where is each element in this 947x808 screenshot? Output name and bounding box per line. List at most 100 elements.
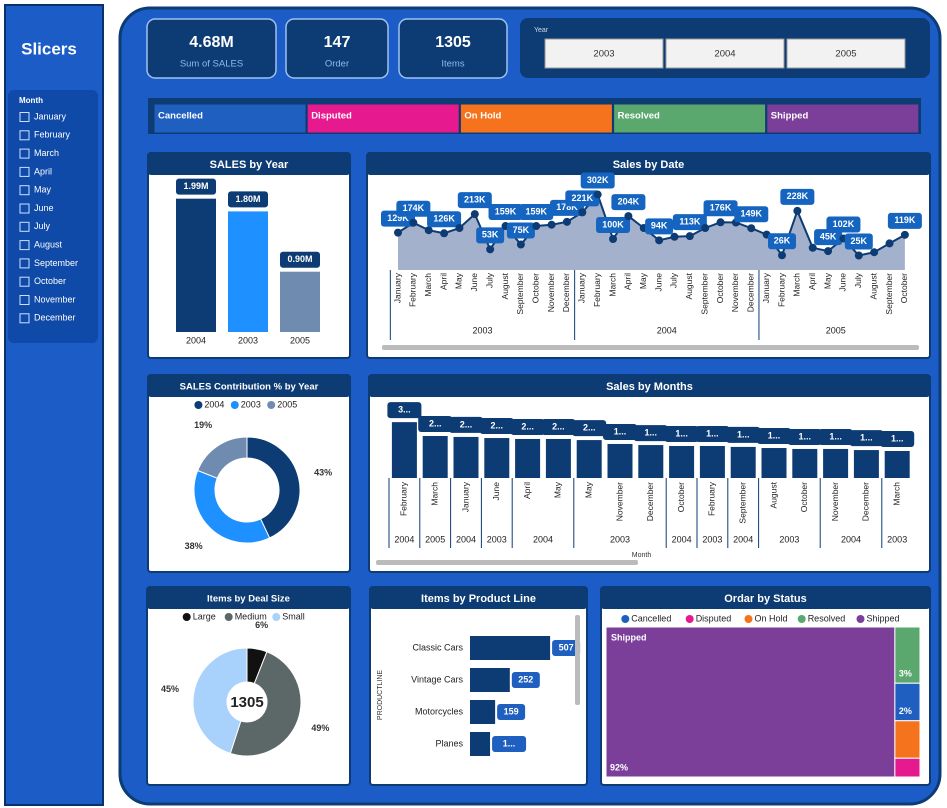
x-tick-label: 2004 (186, 335, 206, 345)
bar (761, 448, 787, 478)
label-bg (844, 233, 873, 250)
point (486, 245, 495, 254)
checkbox[interactable] (19, 240, 30, 251)
month-option[interactable]: November (34, 294, 76, 304)
slice (197, 436, 248, 479)
year-option[interactable]: 2003 (593, 49, 614, 60)
status-button[interactable] (459, 103, 613, 134)
label-bg (611, 194, 646, 211)
x-tick-label: June (653, 273, 663, 292)
kpi-value: 4.68M (189, 34, 233, 51)
checkbox[interactable] (19, 258, 30, 269)
year-option[interactable]: 2004 (714, 49, 735, 60)
bar (792, 448, 818, 478)
tile (894, 720, 921, 759)
month-option[interactable]: October (34, 276, 66, 286)
status-button[interactable] (306, 103, 460, 134)
status-button[interactable] (153, 103, 307, 134)
checkbox[interactable] (19, 221, 30, 232)
status-option[interactable]: Shipped (771, 111, 809, 122)
group-label: 2003 (472, 325, 492, 335)
checkbox[interactable] (19, 130, 30, 141)
point (701, 224, 710, 232)
sidebar-title: Slicers (21, 39, 77, 58)
x-tick-label: June (838, 273, 848, 292)
slice (229, 651, 302, 757)
label-bg (757, 428, 791, 445)
x-tick-label: August (684, 272, 694, 299)
data-label: 100K (602, 219, 624, 229)
status-option[interactable]: Resolved (618, 111, 660, 122)
label-bg (572, 420, 607, 437)
data-label: 1... (891, 433, 904, 443)
group-label: 2004 (456, 534, 476, 544)
status-button[interactable] (766, 103, 920, 134)
month-option[interactable]: September (34, 258, 78, 268)
status-option[interactable]: Disputed (311, 111, 352, 122)
data-label: 221K (572, 193, 594, 203)
month-option[interactable]: March (34, 148, 59, 158)
x-tick-label: January (761, 272, 771, 303)
month-option[interactable]: February (34, 130, 71, 140)
year-button[interactable] (665, 38, 785, 69)
data-label: 252 (518, 674, 533, 684)
bar (515, 438, 541, 478)
status-button[interactable] (613, 103, 767, 134)
year-button[interactable] (786, 38, 906, 69)
x-tick-label: October (899, 273, 909, 303)
data-label: 1... (706, 428, 719, 438)
data-label: 159K (525, 206, 547, 216)
x-tick-label: February (707, 481, 717, 516)
label-bg (387, 402, 422, 419)
label-bg (849, 430, 884, 447)
data-label: 0.90M (287, 254, 312, 264)
chart-title: Ordar by Status (724, 593, 807, 605)
point (455, 224, 464, 232)
data-label: 213K (464, 195, 486, 205)
status-option[interactable]: Cancelled (158, 111, 203, 122)
status-option[interactable]: On Hold (464, 111, 501, 122)
data-label: 126K (433, 214, 455, 224)
month-option[interactable]: May (34, 185, 52, 195)
month-option[interactable]: July (34, 221, 51, 231)
checkbox[interactable] (19, 203, 30, 214)
checkbox[interactable] (19, 295, 30, 305)
bar (470, 668, 510, 692)
month-option[interactable]: January (34, 111, 67, 121)
checkbox[interactable] (19, 313, 30, 324)
point (854, 251, 863, 260)
x-tick-label: May (638, 272, 648, 289)
legend-swatch (194, 401, 203, 409)
label-bg (780, 188, 815, 205)
label-bg (826, 216, 861, 233)
checkbox[interactable] (19, 185, 30, 196)
point (532, 222, 541, 231)
bar (730, 446, 756, 478)
bar (176, 198, 216, 332)
checkbox[interactable] (19, 148, 30, 159)
month-option[interactable]: April (34, 166, 52, 176)
legend-swatch (230, 401, 239, 409)
label-bg (726, 426, 761, 443)
group-label: 2005 (826, 325, 846, 335)
kpi-card (398, 18, 508, 79)
month-option[interactable]: June (34, 203, 54, 213)
label-bg (449, 416, 483, 433)
point (670, 232, 679, 241)
data-label: 1.99M (183, 181, 208, 191)
tile (894, 757, 921, 778)
point (440, 229, 449, 238)
year-button[interactable] (544, 38, 664, 69)
checkbox[interactable] (19, 112, 30, 122)
x-tick-label: 2003 (238, 335, 258, 345)
month-option[interactable]: August (34, 239, 63, 249)
x-tick-label: March (423, 273, 433, 297)
year-option[interactable]: 2005 (835, 49, 856, 60)
month-option[interactable]: December (34, 313, 76, 323)
data-label: 119K (894, 215, 916, 225)
point (547, 220, 556, 229)
kpi-label: Order (325, 59, 349, 70)
data-label: 1... (675, 428, 688, 438)
checkbox[interactable] (19, 166, 30, 177)
checkbox[interactable] (19, 276, 30, 287)
